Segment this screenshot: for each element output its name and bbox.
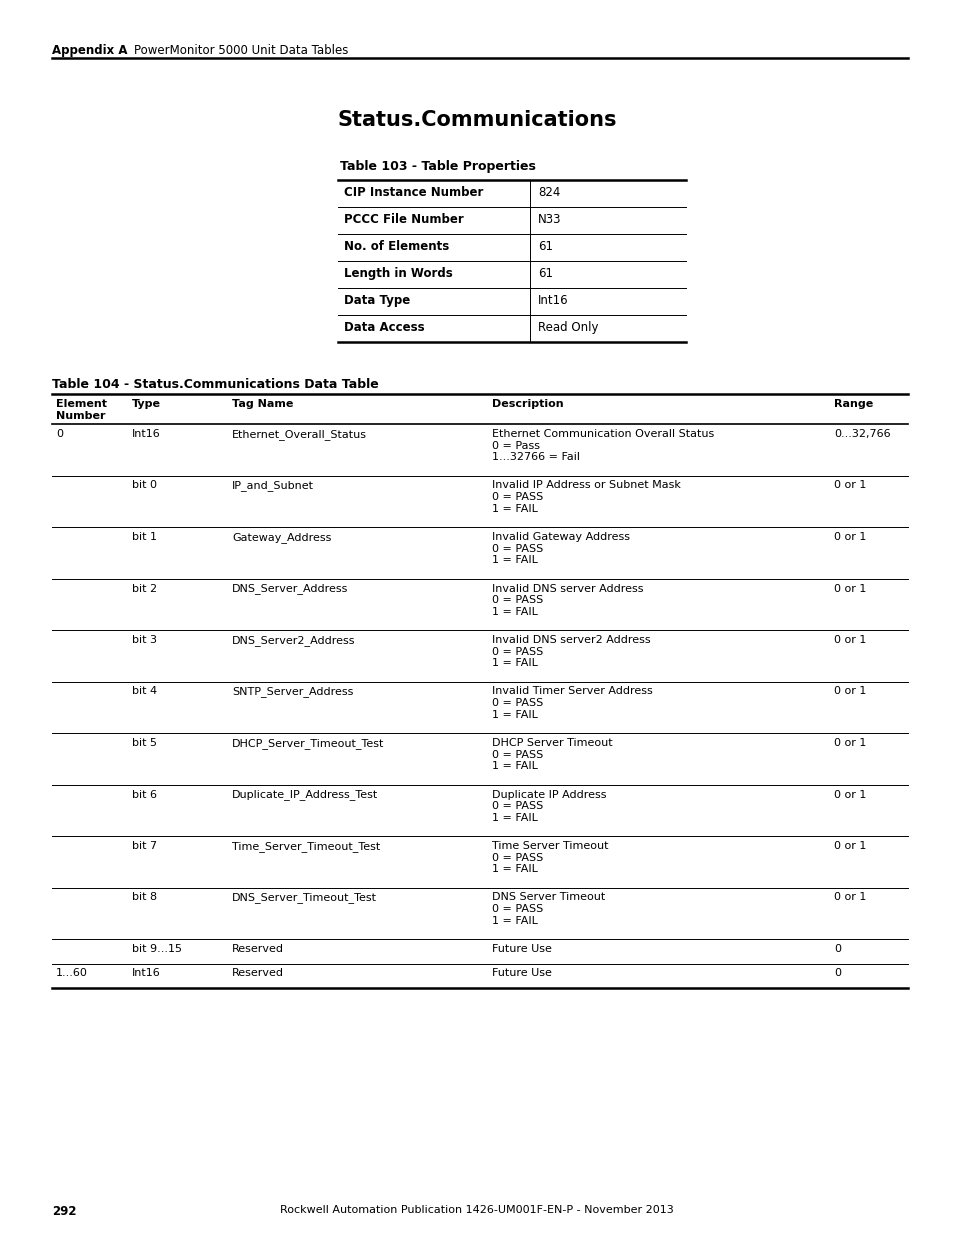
Text: 292: 292 xyxy=(52,1205,76,1218)
Text: Table 103 - Table Properties: Table 103 - Table Properties xyxy=(339,161,536,173)
Text: CIP Instance Number: CIP Instance Number xyxy=(344,186,483,199)
Text: 61: 61 xyxy=(537,240,553,253)
Text: 0 or 1: 0 or 1 xyxy=(833,583,865,594)
Text: PowerMonitor 5000 Unit Data Tables: PowerMonitor 5000 Unit Data Tables xyxy=(133,44,348,57)
Text: Gateway_Address: Gateway_Address xyxy=(232,532,331,543)
Text: bit 1: bit 1 xyxy=(132,532,157,542)
Text: 61: 61 xyxy=(537,267,553,280)
Text: bit 0: bit 0 xyxy=(132,480,157,490)
Text: bit 3: bit 3 xyxy=(132,635,157,645)
Text: Range: Range xyxy=(833,399,872,409)
Text: bit 2: bit 2 xyxy=(132,583,157,594)
Text: Ethernet Communication Overall Status
0 = Pass
1...32766 = Fail: Ethernet Communication Overall Status 0 … xyxy=(492,429,714,462)
Text: 0 or 1: 0 or 1 xyxy=(833,635,865,645)
Text: 0 or 1: 0 or 1 xyxy=(833,532,865,542)
Text: 0: 0 xyxy=(833,944,841,953)
Text: Duplicate_IP_Address_Test: Duplicate_IP_Address_Test xyxy=(232,789,377,800)
Text: 1...60: 1...60 xyxy=(56,968,88,978)
Text: Ethernet_Overall_Status: Ethernet_Overall_Status xyxy=(232,429,367,440)
Text: Invalid DNS server Address
0 = PASS
1 = FAIL: Invalid DNS server Address 0 = PASS 1 = … xyxy=(492,583,643,616)
Text: 0 or 1: 0 or 1 xyxy=(833,687,865,697)
Text: 0 or 1: 0 or 1 xyxy=(833,789,865,799)
Text: Type: Type xyxy=(132,399,161,409)
Text: 0...32,766: 0...32,766 xyxy=(833,429,890,438)
Text: Appendix A: Appendix A xyxy=(52,44,128,57)
Text: bit 5: bit 5 xyxy=(132,739,157,748)
Text: Data Access: Data Access xyxy=(344,321,424,333)
Text: Rockwell Automation Publication 1426-UM001F-EN-P - November 2013: Rockwell Automation Publication 1426-UM0… xyxy=(280,1205,673,1215)
Text: bit 9...15: bit 9...15 xyxy=(132,944,182,953)
Text: DHCP Server Timeout
0 = PASS
1 = FAIL: DHCP Server Timeout 0 = PASS 1 = FAIL xyxy=(492,739,612,771)
Text: DNS_Server_Timeout_Test: DNS_Server_Timeout_Test xyxy=(232,893,376,904)
Text: N33: N33 xyxy=(537,212,561,226)
Text: Duplicate IP Address
0 = PASS
1 = FAIL: Duplicate IP Address 0 = PASS 1 = FAIL xyxy=(492,789,606,823)
Text: DNS_Server2_Address: DNS_Server2_Address xyxy=(232,635,355,646)
Text: Description: Description xyxy=(492,399,563,409)
Text: PCCC File Number: PCCC File Number xyxy=(344,212,463,226)
Text: Table 104 - Status.Communications Data Table: Table 104 - Status.Communications Data T… xyxy=(52,378,378,391)
Text: Status.Communications: Status.Communications xyxy=(337,110,616,130)
Text: Tag Name: Tag Name xyxy=(232,399,294,409)
Text: Invalid Gateway Address
0 = PASS
1 = FAIL: Invalid Gateway Address 0 = PASS 1 = FAI… xyxy=(492,532,629,566)
Text: No. of Elements: No. of Elements xyxy=(344,240,449,253)
Text: 0 or 1: 0 or 1 xyxy=(833,480,865,490)
Text: Invalid DNS server2 Address
0 = PASS
1 = FAIL: Invalid DNS server2 Address 0 = PASS 1 =… xyxy=(492,635,650,668)
Text: Future Use: Future Use xyxy=(492,944,551,953)
Text: Reserved: Reserved xyxy=(232,944,284,953)
Text: 0 or 1: 0 or 1 xyxy=(833,893,865,903)
Text: Invalid IP Address or Subnet Mask
0 = PASS
1 = FAIL: Invalid IP Address or Subnet Mask 0 = PA… xyxy=(492,480,680,514)
Text: bit 8: bit 8 xyxy=(132,893,157,903)
Text: Int16: Int16 xyxy=(537,294,568,308)
Text: Length in Words: Length in Words xyxy=(344,267,453,280)
Text: Time_Server_Timeout_Test: Time_Server_Timeout_Test xyxy=(232,841,380,852)
Text: DHCP_Server_Timeout_Test: DHCP_Server_Timeout_Test xyxy=(232,739,384,748)
Text: DNS Server Timeout
0 = PASS
1 = FAIL: DNS Server Timeout 0 = PASS 1 = FAIL xyxy=(492,893,604,926)
Text: SNTP_Server_Address: SNTP_Server_Address xyxy=(232,687,353,698)
Text: Invalid Timer Server Address
0 = PASS
1 = FAIL: Invalid Timer Server Address 0 = PASS 1 … xyxy=(492,687,652,720)
Text: DNS_Server_Address: DNS_Server_Address xyxy=(232,583,348,594)
Text: Reserved: Reserved xyxy=(232,968,284,978)
Text: Int16: Int16 xyxy=(132,429,161,438)
Text: Time Server Timeout
0 = PASS
1 = FAIL: Time Server Timeout 0 = PASS 1 = FAIL xyxy=(492,841,608,874)
Text: bit 7: bit 7 xyxy=(132,841,157,851)
Text: 0 or 1: 0 or 1 xyxy=(833,739,865,748)
Text: IP_and_Subnet: IP_and_Subnet xyxy=(232,480,314,492)
Text: Data Type: Data Type xyxy=(344,294,410,308)
Text: 0: 0 xyxy=(833,968,841,978)
Text: bit 4: bit 4 xyxy=(132,687,157,697)
Text: Int16: Int16 xyxy=(132,968,161,978)
Text: Element
Number: Element Number xyxy=(56,399,107,421)
Text: Future Use: Future Use xyxy=(492,968,551,978)
Text: Read Only: Read Only xyxy=(537,321,598,333)
Text: 0: 0 xyxy=(56,429,63,438)
Text: bit 6: bit 6 xyxy=(132,789,157,799)
Text: 824: 824 xyxy=(537,186,559,199)
Text: 0 or 1: 0 or 1 xyxy=(833,841,865,851)
